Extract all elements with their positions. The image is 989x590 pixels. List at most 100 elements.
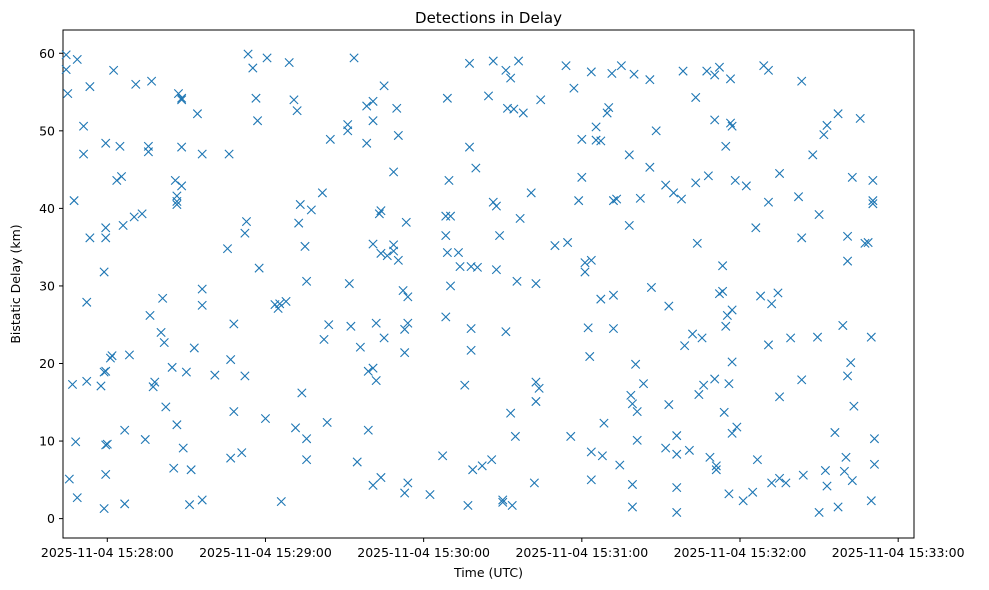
data-point xyxy=(352,457,362,467)
data-point xyxy=(99,503,109,514)
data-point xyxy=(167,362,177,372)
data-point xyxy=(591,122,601,132)
data-point xyxy=(774,392,785,402)
data-point xyxy=(237,448,247,458)
data-point xyxy=(868,175,878,186)
plot-area xyxy=(62,29,915,539)
chart-title: Detections in Delay xyxy=(415,9,562,27)
data-point xyxy=(719,407,729,417)
data-point xyxy=(741,181,751,191)
data-point xyxy=(472,262,483,272)
data-point xyxy=(529,478,539,488)
data-point xyxy=(586,475,596,485)
data-point xyxy=(109,65,119,75)
data-point xyxy=(531,396,541,407)
data-point xyxy=(464,142,475,152)
data-point xyxy=(710,115,720,125)
data-point xyxy=(860,238,870,248)
data-point xyxy=(72,54,82,65)
data-point xyxy=(820,465,831,476)
data-point xyxy=(197,284,207,294)
data-point xyxy=(763,197,774,207)
data-point xyxy=(101,469,111,479)
data-point xyxy=(441,230,451,241)
data-point xyxy=(631,359,641,369)
data-point xyxy=(400,324,410,334)
data-point xyxy=(466,324,476,334)
data-point xyxy=(651,126,661,136)
data-point xyxy=(797,375,807,385)
data-point xyxy=(585,351,595,362)
data-point xyxy=(466,345,476,355)
data-point xyxy=(869,459,880,469)
data-point xyxy=(774,168,785,179)
y-tick-label: 10 xyxy=(39,434,55,449)
data-point xyxy=(468,465,478,475)
y-tick-label: 30 xyxy=(39,278,55,293)
data-point xyxy=(866,332,876,342)
data-point xyxy=(463,500,473,511)
data-point xyxy=(172,196,182,206)
data-point xyxy=(368,480,378,490)
data-point xyxy=(177,95,187,105)
data-point xyxy=(763,65,774,75)
data-point xyxy=(295,199,305,210)
data-point xyxy=(226,453,236,463)
data-point xyxy=(847,476,857,486)
data-point xyxy=(398,286,408,296)
data-point xyxy=(67,379,78,390)
data-point xyxy=(281,296,291,307)
data-point xyxy=(146,76,157,86)
data-point xyxy=(254,263,264,273)
data-point xyxy=(697,333,707,343)
data-point xyxy=(289,95,299,105)
data-point xyxy=(173,89,184,99)
data-point xyxy=(868,196,878,206)
x-tick-label: 2025-11-04 15:28:00 xyxy=(41,545,174,560)
data-point xyxy=(177,93,187,103)
x-tick-label: 2025-11-04 15:33:00 xyxy=(832,545,965,560)
data-point xyxy=(403,478,413,488)
data-point xyxy=(379,333,389,343)
data-point xyxy=(767,478,777,488)
data-point xyxy=(718,261,728,271)
data-point xyxy=(616,61,626,71)
data-point xyxy=(240,228,250,238)
data-point xyxy=(243,49,253,59)
data-point xyxy=(363,425,373,435)
data-point xyxy=(798,470,808,480)
data-point xyxy=(379,81,389,91)
data-point xyxy=(672,507,682,517)
data-point xyxy=(608,196,619,206)
data-point xyxy=(260,413,271,424)
data-point xyxy=(177,142,187,152)
data-point xyxy=(403,318,413,328)
data-point xyxy=(71,437,81,447)
data-point xyxy=(793,192,804,202)
data-point xyxy=(362,101,372,111)
data-point xyxy=(297,388,307,398)
data-point xyxy=(513,56,524,66)
data-point xyxy=(727,121,737,131)
data-point xyxy=(563,237,573,248)
data-point xyxy=(343,126,353,136)
data-point xyxy=(346,321,356,331)
data-point xyxy=(721,321,731,331)
data-point xyxy=(632,435,642,445)
data-point xyxy=(512,276,522,286)
data-point xyxy=(627,479,638,490)
data-point xyxy=(596,136,606,146)
data-point xyxy=(711,465,721,475)
data-point xyxy=(69,196,79,206)
data-point xyxy=(302,455,312,465)
data-point xyxy=(672,449,682,459)
data-point xyxy=(561,61,571,71)
data-point xyxy=(608,324,619,334)
data-point xyxy=(302,276,312,286)
data-point xyxy=(101,366,111,376)
data-point xyxy=(645,162,655,172)
data-point xyxy=(714,62,725,72)
data-point xyxy=(444,175,454,186)
data-point xyxy=(635,193,645,203)
data-point xyxy=(172,199,182,210)
